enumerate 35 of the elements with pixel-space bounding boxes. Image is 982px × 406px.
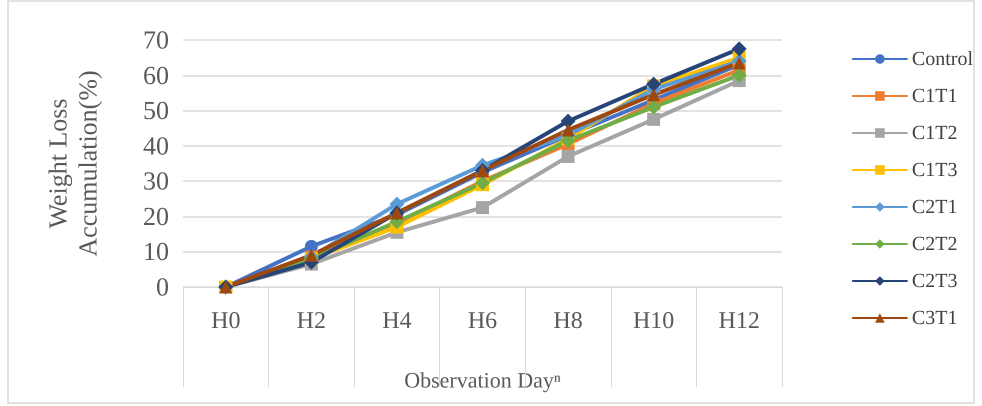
point: [647, 88, 660, 102]
legend-label: C2T3: [912, 270, 958, 292]
y-tick-label: 70: [143, 26, 169, 54]
x-tick-label: H8: [553, 308, 583, 334]
x-tick-label: H6: [468, 308, 498, 334]
point: [476, 201, 489, 214]
x-tick-label: H2: [296, 308, 326, 334]
x-tick-label: H10: [632, 308, 674, 334]
y-tick-label: 20: [143, 202, 169, 231]
legend-label: C1T1: [912, 85, 958, 107]
point: [646, 100, 662, 115]
y-axis-title: Weight Loss Accumulation(%): [44, 70, 102, 257]
x-tick-label: H0: [211, 308, 240, 334]
y-tick-label: 40: [143, 131, 169, 160]
y-tick-label: 30: [143, 166, 169, 196]
point: [560, 114, 576, 129]
point: [732, 41, 747, 56]
legend-label: C1T3: [912, 159, 958, 181]
x-axis-title: Observation Dayⁿ: [404, 368, 561, 392]
legend-label: C3T1: [912, 307, 958, 329]
y-tick-label: 50: [143, 96, 169, 126]
y-tick-label: 0: [156, 272, 169, 302]
legend-label: C2T1: [912, 196, 958, 218]
legend-label: C2T2: [912, 233, 958, 255]
point: [562, 150, 575, 163]
legend-label: Control: [912, 48, 974, 70]
y-tick-label: 10: [143, 237, 169, 266]
x-tick-label: H12: [718, 308, 760, 334]
y-tick-label: 60: [143, 60, 169, 90]
legend-label: C1T2: [912, 122, 958, 144]
point: [647, 112, 660, 126]
point: [475, 175, 490, 190]
point: [732, 68, 747, 83]
point: [562, 123, 575, 136]
x-tick-label: H4: [382, 308, 412, 334]
